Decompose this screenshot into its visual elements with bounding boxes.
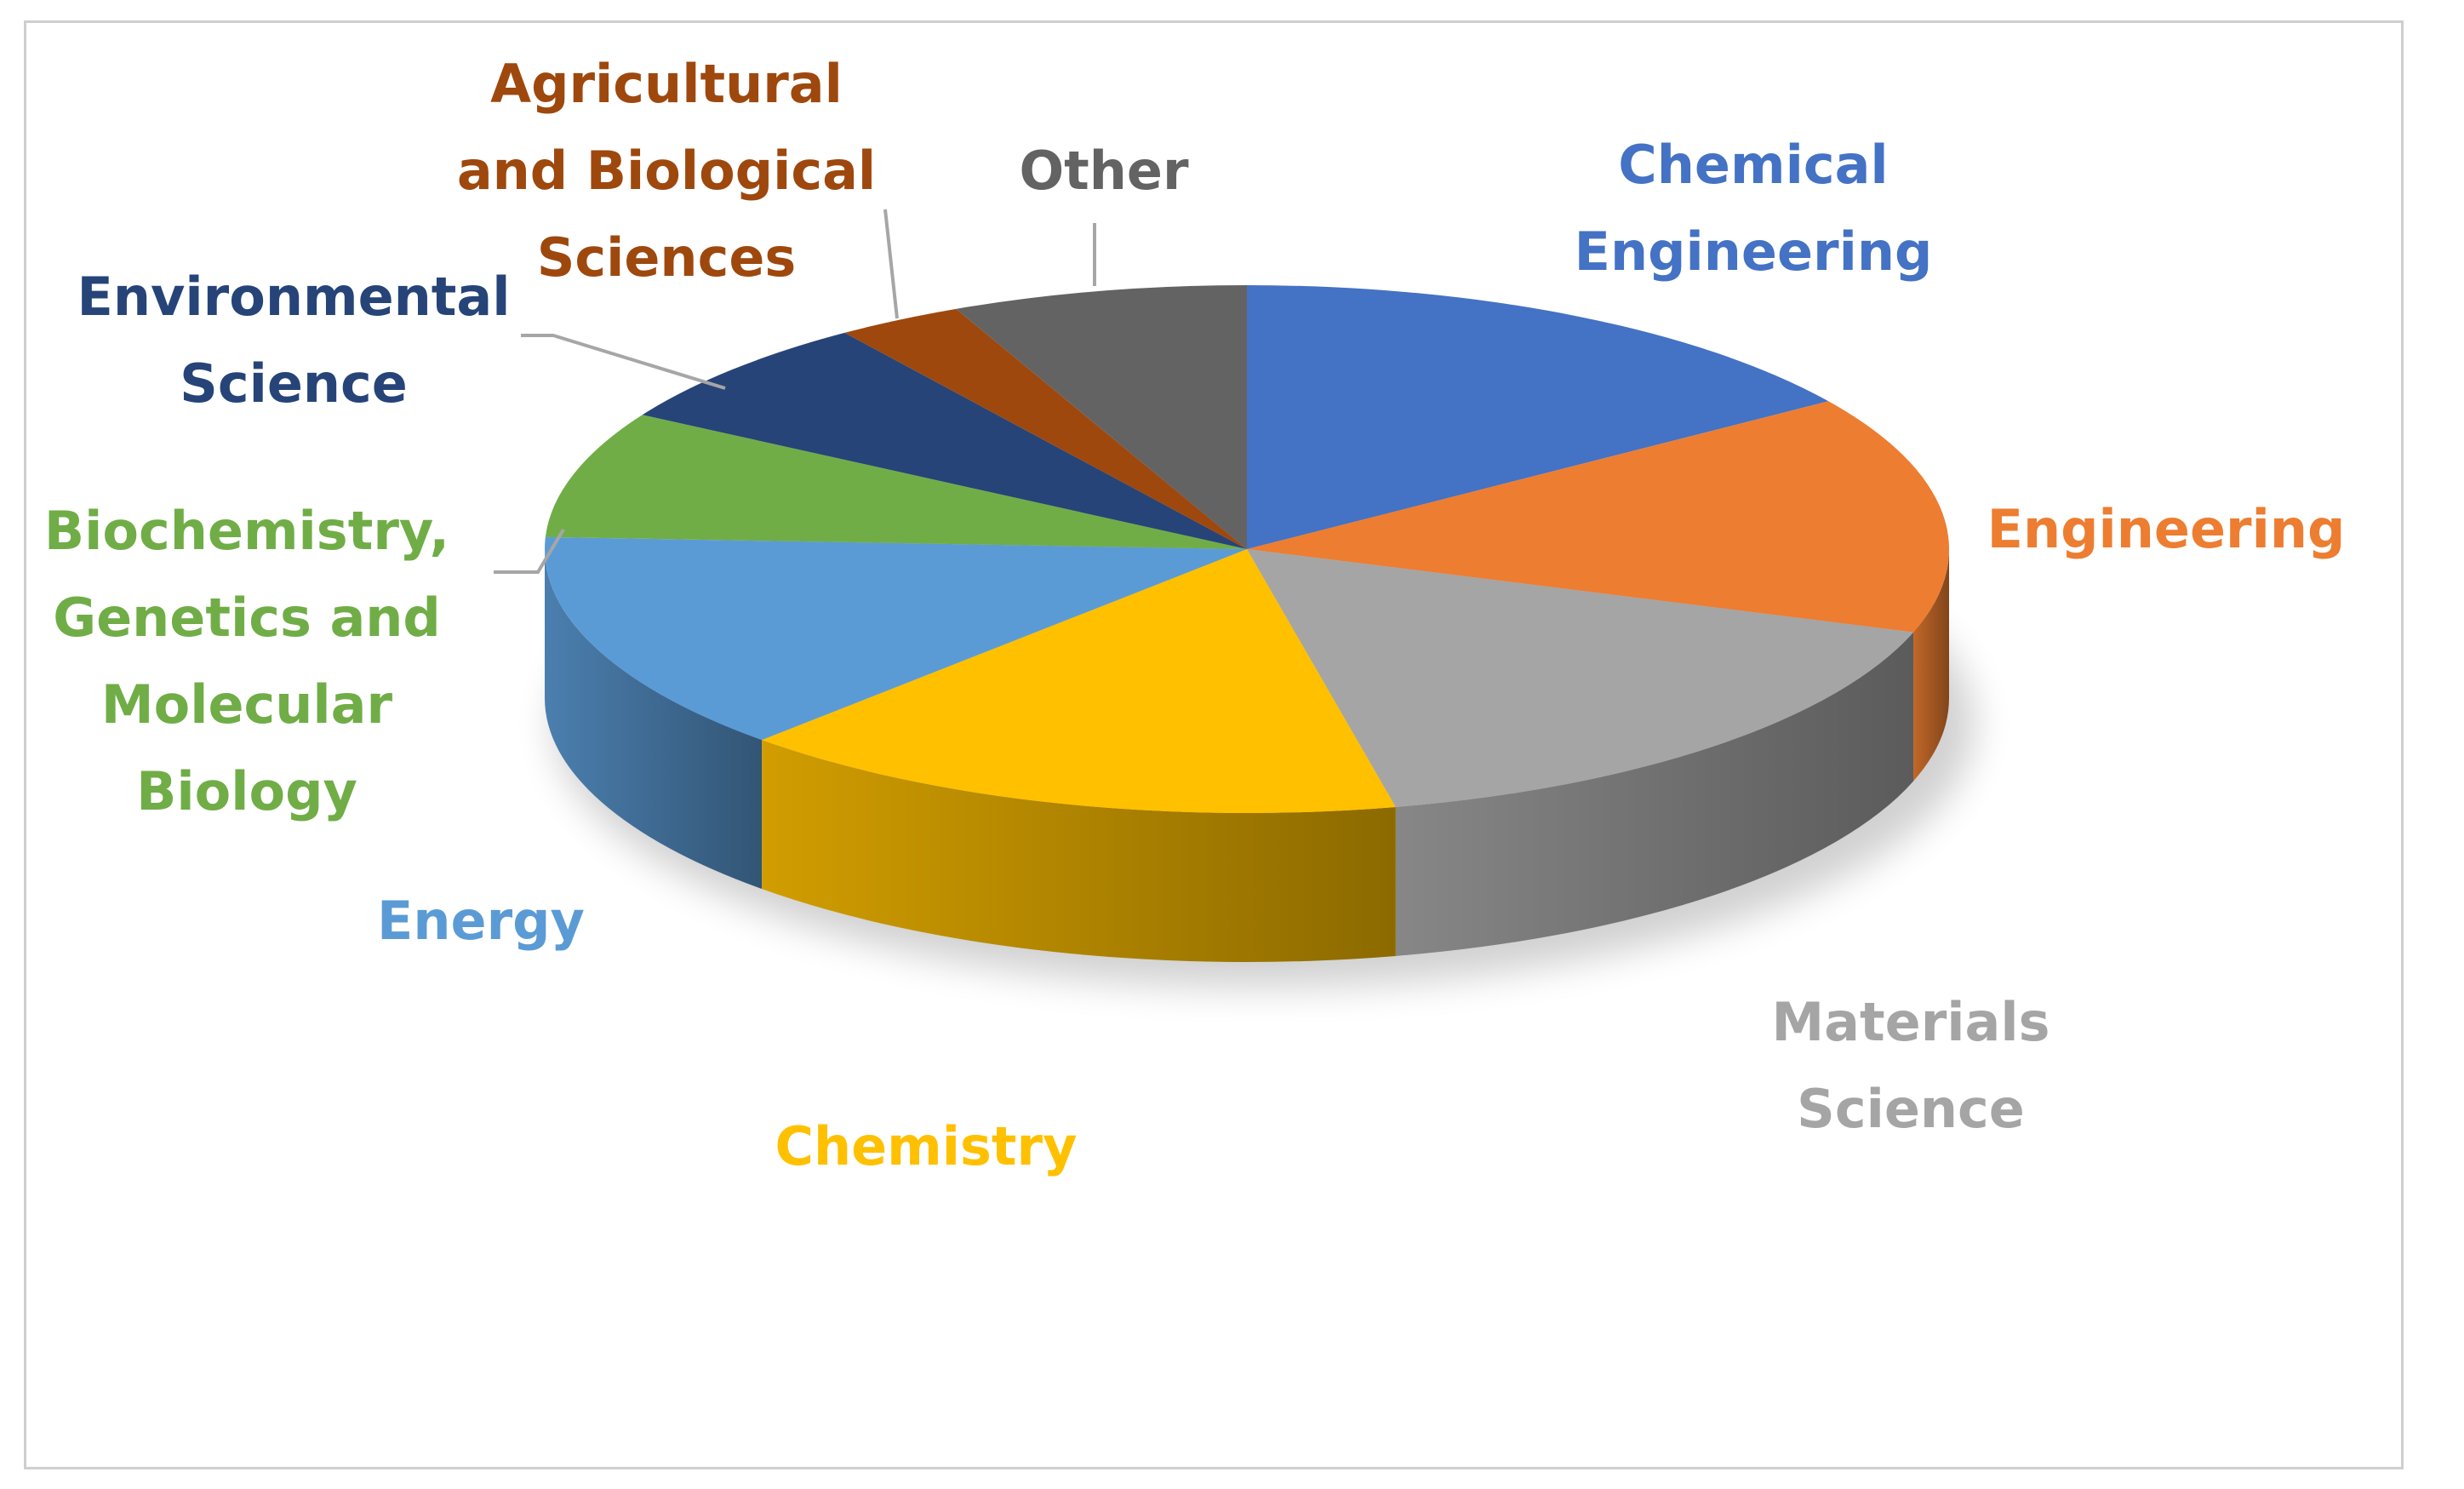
slice-label-7: Agricultural and Biological Sciences — [457, 53, 876, 289]
slice-label-2-line-1: Science — [1797, 1078, 2025, 1140]
pie-slice-6 — [642, 332, 1247, 549]
slice-label-3-line-0: Chemistry — [775, 1115, 1077, 1177]
slice-label-5-line-2: Molecular — [101, 673, 393, 736]
slice-label-0-line-1: Engineering — [1575, 220, 1933, 283]
slice-label-2: Materials Science — [1771, 991, 2050, 1140]
pie-slice-4 — [545, 536, 1247, 741]
slice-label-5: Biochemistry, Genetics and Molecular Biolog… — [44, 500, 449, 822]
slice-label-6-line-1: Science — [180, 352, 408, 415]
slice-label-1-line-0: Engineering — [1987, 498, 2346, 560]
pie-slice-3 — [762, 549, 1396, 813]
pie-side-4 — [545, 549, 763, 890]
slice-label-8-line-0: Other — [1019, 140, 1189, 202]
slice-label-7-line-0: Agricultural — [490, 53, 843, 115]
slice-label-1: Engineering — [1987, 498, 2346, 560]
slice-label-6: Environmental Science — [77, 266, 511, 415]
pie-slice-8 — [956, 285, 1247, 549]
slice-label-4: Energy — [377, 890, 585, 952]
slice-label-4-line-0: Energy — [377, 890, 585, 952]
pie-slice-1 — [1247, 401, 1949, 633]
slice-label-8: Other — [1019, 140, 1189, 202]
pie-slice-5 — [545, 415, 1247, 549]
slice-label-5-line-0: Biochemistry, — [44, 500, 449, 562]
pie-slice-2 — [1247, 549, 1914, 807]
pie-side-2 — [1395, 632, 1914, 956]
leader-line-0 — [521, 334, 726, 390]
slice-label-2-line-0: Materials — [1771, 991, 2050, 1053]
pie-side-1 — [1913, 549, 1949, 782]
leader-line-1 — [494, 528, 565, 574]
slice-label-7-line-1: and Biological — [457, 140, 876, 202]
pie-slice-7 — [844, 308, 1247, 549]
leader-line-2 — [883, 209, 899, 319]
slice-label-7-line-2: Sciences — [537, 226, 797, 289]
pie-side-3 — [762, 740, 1396, 962]
slice-label-3: Chemistry — [775, 1115, 1077, 1177]
slice-label-5-line-1: Genetics and — [53, 587, 441, 649]
slice-label-6-line-0: Environmental — [77, 266, 511, 328]
pie-slice-0 — [1247, 285, 1829, 549]
slice-label-0-line-0: Chemical — [1618, 134, 1888, 196]
slice-label-0: Chemical Engineering — [1575, 134, 1933, 283]
slice-label-5-line-3: Biology — [136, 760, 357, 822]
